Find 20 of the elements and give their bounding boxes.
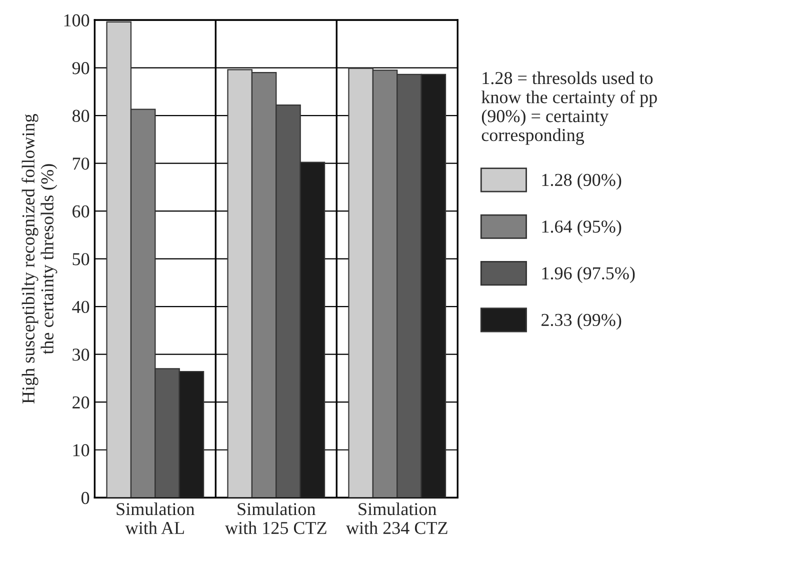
legend-label: 2.33 (99%)	[542, 313, 622, 330]
y-tick-label: 0	[81, 492, 90, 504]
y-tick-label: 10	[73, 444, 90, 456]
y-tick-label: 40	[72, 300, 90, 314]
y-tick-label: 60	[72, 205, 90, 218]
y-tick-label: 90	[72, 62, 90, 74]
legend-label: 1.64 (95%)	[542, 220, 622, 236]
y-axis-title: High susceptibilty recognized following the certainty thresolds (%)	[22, 114, 58, 404]
y-tick-label: 20	[72, 396, 90, 409]
x-tick-label: Simulation with AL	[116, 502, 195, 534]
legend-title: 1.28 = thresolds used to know the certainty of pp (90%) = certainty corresponding	[481, 71, 657, 145]
y-tick-label: 50	[72, 253, 90, 266]
x-tick-label: Simulation with 234 CTZ	[346, 502, 448, 534]
y-tick-label: 80	[72, 110, 90, 122]
y-tick-label: 30	[72, 348, 90, 361]
legend-label: 1.96 (97.5%)	[542, 266, 635, 284]
x-tick-label: Simulation with 125 CTZ	[225, 502, 326, 534]
y-tick-label: 100	[64, 14, 90, 26]
legend-label: 1.28 (90%)	[542, 173, 622, 190]
y-tick-label: 70	[72, 158, 90, 170]
